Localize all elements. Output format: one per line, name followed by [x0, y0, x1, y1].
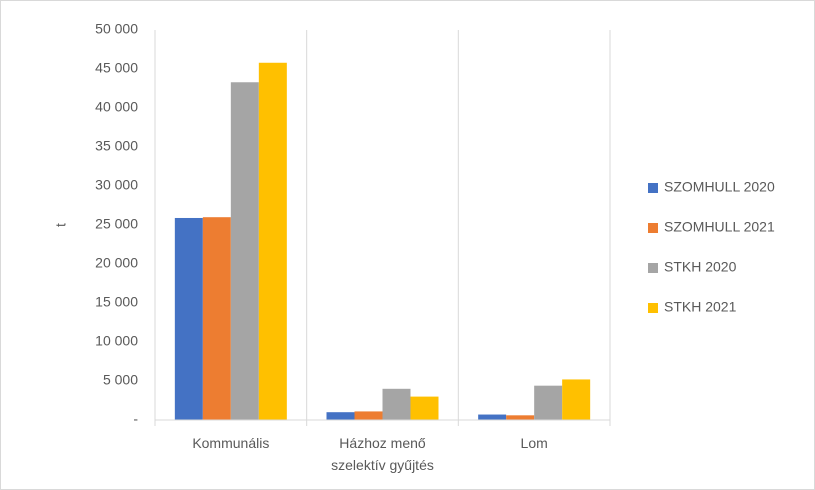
y-tick-label: 45 000	[95, 60, 138, 76]
bar	[534, 385, 563, 420]
bar	[478, 414, 507, 420]
legend-swatch	[648, 183, 658, 193]
legend-swatch	[648, 263, 658, 273]
bar	[202, 217, 231, 420]
y-tick-label: 10 000	[95, 333, 138, 349]
y-tick-label: 30 000	[95, 177, 138, 193]
bar	[410, 396, 439, 420]
y-tick-label: 40 000	[95, 99, 138, 115]
bar	[230, 82, 259, 420]
bar	[354, 411, 383, 420]
y-tick-label: 35 000	[95, 138, 138, 154]
bar	[506, 415, 535, 420]
bar	[382, 388, 411, 420]
x-tick-label: Lom	[520, 435, 548, 451]
bar	[174, 217, 203, 420]
legend-label: STKH 2020	[664, 259, 737, 275]
x-tick-label: Házhoz menő szelektív gyűjtés	[331, 435, 434, 473]
y-tick-label: 50 000	[95, 21, 138, 37]
y-axis-label: t	[53, 223, 69, 227]
y-tick-label: 15 000	[95, 294, 138, 310]
legend-label: SZOMHULL 2020	[664, 179, 775, 195]
x-tick-label: Kommunális	[192, 435, 270, 451]
legend-swatch	[648, 223, 658, 233]
y-tick-label: 25 000	[95, 216, 138, 232]
legend-label: SZOMHULL 2021	[664, 219, 775, 235]
y-tick-label: 5 000	[103, 372, 138, 388]
legend-swatch	[648, 303, 658, 313]
bar	[326, 412, 355, 420]
legend-label: STKH 2021	[664, 299, 737, 315]
bar	[562, 379, 591, 420]
y-tick-label: 20 000	[95, 255, 138, 271]
bar	[258, 62, 287, 420]
y-tick-label: -	[133, 411, 138, 427]
